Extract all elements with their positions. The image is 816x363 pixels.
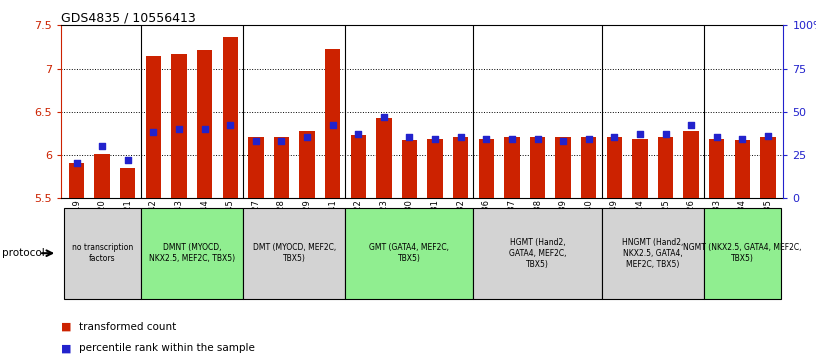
Bar bbox=[197, 50, 212, 198]
Bar bbox=[171, 54, 187, 198]
Text: NGMT (NKX2.5, GATA4, MEF2C,
TBX5): NGMT (NKX2.5, GATA4, MEF2C, TBX5) bbox=[683, 243, 801, 263]
FancyBboxPatch shape bbox=[243, 208, 345, 298]
Point bbox=[224, 123, 237, 129]
Point bbox=[480, 136, 493, 142]
Point bbox=[761, 133, 774, 139]
Point bbox=[352, 131, 365, 137]
Bar bbox=[120, 168, 135, 198]
Text: GDS4835 / 10556413: GDS4835 / 10556413 bbox=[61, 11, 196, 24]
Point bbox=[122, 157, 135, 163]
Point bbox=[250, 138, 263, 144]
Point bbox=[582, 136, 595, 142]
Bar bbox=[223, 37, 238, 198]
Text: percentile rank within the sample: percentile rank within the sample bbox=[79, 343, 255, 354]
Text: HGMT (Hand2,
GATA4, MEF2C,
TBX5): HGMT (Hand2, GATA4, MEF2C, TBX5) bbox=[508, 238, 566, 269]
Text: ■: ■ bbox=[61, 343, 72, 354]
Text: DMT (MYOCD, MEF2C,
TBX5): DMT (MYOCD, MEF2C, TBX5) bbox=[253, 243, 336, 263]
Bar bbox=[428, 139, 443, 198]
Point bbox=[300, 135, 313, 140]
Text: transformed count: transformed count bbox=[79, 322, 176, 332]
Point bbox=[428, 136, 441, 142]
Point bbox=[505, 136, 518, 142]
Bar bbox=[95, 154, 110, 198]
Point bbox=[326, 123, 339, 129]
Bar bbox=[556, 138, 571, 198]
Text: DMNT (MYOCD,
NKX2.5, MEF2C, TBX5): DMNT (MYOCD, NKX2.5, MEF2C, TBX5) bbox=[149, 243, 235, 263]
Text: protocol: protocol bbox=[2, 248, 44, 258]
Point bbox=[147, 130, 160, 135]
Point bbox=[172, 126, 185, 132]
Point bbox=[275, 138, 288, 144]
Point bbox=[608, 135, 621, 140]
Point bbox=[531, 136, 544, 142]
Bar bbox=[504, 138, 520, 198]
Bar bbox=[530, 138, 545, 198]
Bar bbox=[684, 131, 698, 198]
Bar bbox=[376, 118, 392, 198]
FancyBboxPatch shape bbox=[345, 208, 473, 298]
Point bbox=[70, 160, 83, 166]
Point bbox=[455, 135, 468, 140]
Bar bbox=[69, 163, 84, 198]
Bar bbox=[658, 138, 673, 198]
Bar bbox=[734, 140, 750, 198]
Bar bbox=[146, 56, 161, 198]
Bar bbox=[709, 139, 725, 198]
Text: no transcription
factors: no transcription factors bbox=[72, 243, 133, 263]
Bar bbox=[479, 139, 494, 198]
Bar bbox=[401, 140, 417, 198]
Point bbox=[403, 135, 416, 140]
Point bbox=[377, 114, 390, 120]
Point bbox=[95, 143, 109, 149]
Bar bbox=[273, 138, 289, 198]
Bar bbox=[606, 138, 622, 198]
Text: ■: ■ bbox=[61, 322, 72, 332]
Bar bbox=[581, 138, 596, 198]
FancyBboxPatch shape bbox=[140, 208, 243, 298]
Text: GMT (GATA4, MEF2C,
TBX5): GMT (GATA4, MEF2C, TBX5) bbox=[370, 243, 450, 263]
Point bbox=[557, 138, 570, 144]
Point bbox=[198, 126, 211, 132]
Point bbox=[659, 131, 672, 137]
Point bbox=[685, 123, 698, 129]
Bar bbox=[761, 138, 776, 198]
Bar bbox=[351, 135, 366, 198]
Point bbox=[736, 136, 749, 142]
Bar bbox=[325, 49, 340, 198]
Bar bbox=[453, 138, 468, 198]
Text: HNGMT (Hand2,
NKX2.5, GATA4,
MEF2C, TBX5): HNGMT (Hand2, NKX2.5, GATA4, MEF2C, TBX5… bbox=[622, 238, 684, 269]
FancyBboxPatch shape bbox=[601, 208, 704, 298]
FancyBboxPatch shape bbox=[64, 208, 140, 298]
FancyBboxPatch shape bbox=[473, 208, 601, 298]
Bar bbox=[248, 138, 264, 198]
Bar bbox=[299, 131, 315, 198]
Point bbox=[710, 135, 723, 140]
Point bbox=[633, 131, 646, 137]
FancyBboxPatch shape bbox=[704, 208, 781, 298]
Bar bbox=[632, 139, 648, 198]
